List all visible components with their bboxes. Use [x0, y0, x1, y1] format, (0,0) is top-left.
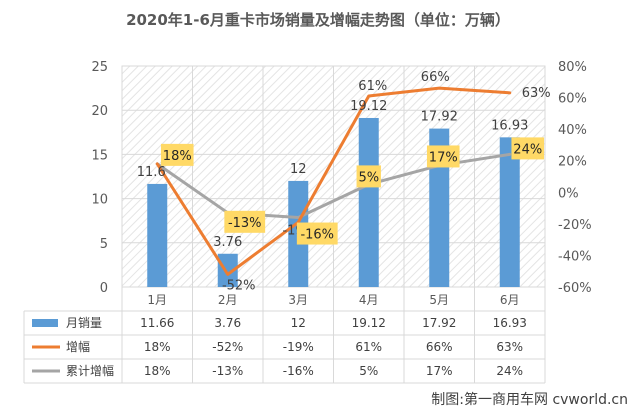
cumulative-data-label: -16% — [300, 228, 334, 243]
cumulative-data-label: 24% — [513, 142, 542, 157]
y-left-tick-label: 10 — [91, 193, 108, 208]
chart-credit: 制图:第一商用车网 cvworld.cn — [431, 391, 628, 408]
table-cell: 18% — [144, 364, 171, 378]
bar-data-label: 3.76 — [213, 235, 242, 250]
bar-monthly-sales — [499, 137, 520, 287]
table-cell: 17.92 — [422, 316, 456, 330]
cumulative-callout-box — [296, 222, 338, 245]
table-cell: -19% — [283, 340, 314, 354]
table-cell: 19.12 — [352, 316, 386, 330]
y-right-tick-label: -60% — [558, 281, 592, 296]
table-cell: 17% — [426, 364, 453, 378]
growth-data-label: 63% — [522, 86, 551, 101]
table-cell: 18% — [144, 340, 171, 354]
y-right-tick-label: 80% — [558, 60, 587, 75]
y-left-tick-label: 20 — [91, 104, 108, 119]
y-left-tick-label: 5 — [100, 237, 108, 252]
bar-monthly-sales — [147, 183, 168, 287]
y-right-tick-label: 60% — [558, 92, 587, 107]
bar-data-label: 19.12 — [350, 99, 387, 114]
growth-data-label: 61% — [358, 79, 387, 94]
bar-data-label: 12 — [290, 162, 307, 177]
table-cell: 3.76 — [214, 316, 241, 330]
legend-series-name: 累计增幅 — [66, 363, 114, 378]
x-category-label: 6月 — [500, 293, 520, 307]
cumulative-callout-box — [426, 145, 460, 168]
cumulative-data-label: 18% — [163, 149, 192, 164]
table-cell: -52% — [212, 340, 243, 354]
y-left-tick-label: 0 — [100, 281, 108, 296]
table-cell: 24% — [496, 364, 523, 378]
table-cell: 63% — [496, 340, 523, 354]
growth-data-label: -52% — [222, 278, 256, 293]
bar-data-label: 17.92 — [421, 110, 458, 125]
y-right-tick-label: -20% — [558, 218, 592, 233]
cumulative-data-label: -13% — [228, 216, 262, 231]
table-cell: 61% — [355, 340, 382, 354]
growth-data-label: 66% — [421, 70, 450, 85]
table-cell: 66% — [426, 340, 453, 354]
table-cell: 12 — [291, 316, 306, 330]
y-left-tick-label: 15 — [91, 148, 108, 163]
cumulative-data-label: 5% — [358, 170, 379, 185]
cumulative-callout-box — [224, 210, 266, 233]
table-cell: -13% — [212, 364, 243, 378]
y-right-tick-label: 20% — [558, 155, 587, 170]
bar-monthly-sales — [217, 253, 238, 287]
line-monthly-growth — [155, 86, 512, 276]
bar-monthly-sales — [358, 117, 379, 287]
y-right-tick-label: 40% — [558, 123, 587, 138]
x-category-label: 1月 — [147, 293, 167, 307]
legend-series-name: 月销量 — [66, 316, 102, 330]
cumulative-callout-box — [160, 143, 194, 166]
bar-data-label: 16.93 — [491, 118, 528, 133]
table-cell: 11.66 — [140, 316, 174, 330]
legend-key-bar — [32, 319, 58, 327]
chart-title: 2020年1-6月重卡市场销量及增幅走势图（单位：万辆） — [126, 11, 510, 29]
table-cell: 16.93 — [493, 316, 527, 330]
cumulative-data-label: 17% — [429, 150, 458, 165]
x-category-label: 3月 — [288, 293, 308, 307]
cumulative-callout-box — [356, 165, 381, 188]
y-right-tick-label: -40% — [558, 249, 592, 264]
table-cell: 5% — [359, 364, 378, 378]
x-category-label: 5月 — [429, 293, 449, 307]
x-category-label: 4月 — [359, 293, 379, 307]
y-left-tick-label: 25 — [91, 60, 108, 75]
legend-series-name: 增幅 — [66, 339, 90, 354]
x-category-label: 2月 — [218, 293, 238, 307]
table-cell: -16% — [283, 364, 314, 378]
y-right-tick-label: 0% — [558, 186, 579, 201]
cumulative-callout-box — [511, 137, 545, 160]
bar-data-label: 11.6 — [137, 165, 166, 180]
